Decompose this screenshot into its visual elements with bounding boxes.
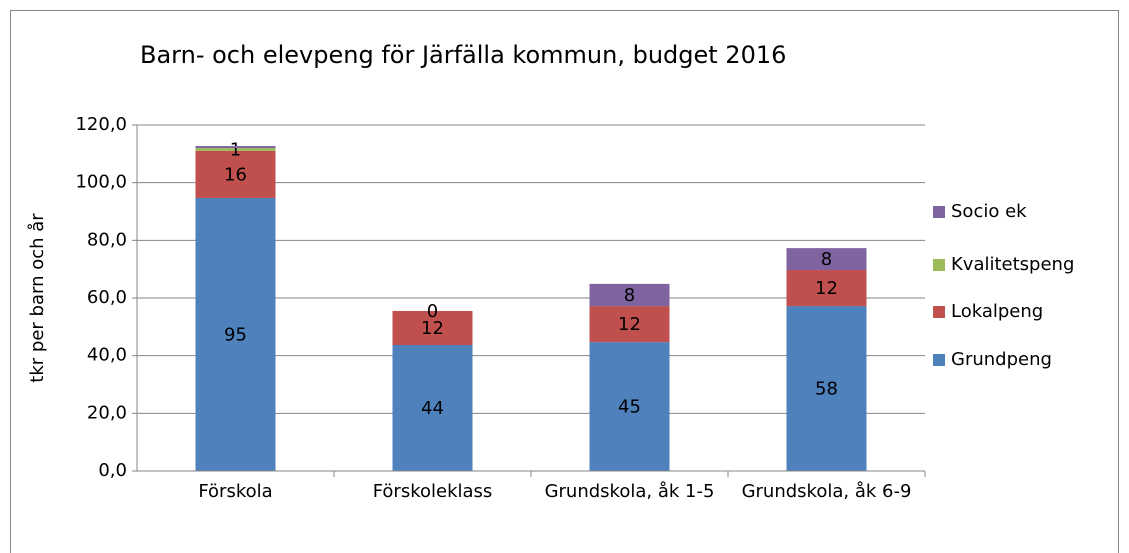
value-label: 45 xyxy=(618,397,641,418)
y-tick-label: 0,0 xyxy=(98,460,127,481)
value-label: 44 xyxy=(421,398,444,419)
value-label: 95 xyxy=(224,324,247,345)
x-tick-label: Förskola xyxy=(198,481,273,502)
bar-segment xyxy=(589,306,670,343)
value-label: 0 xyxy=(427,301,438,322)
legend-label: Lokalpeng xyxy=(951,301,1043,322)
legend-label: Grundpeng xyxy=(951,349,1052,370)
x-tick-label: Grundskola, åk 6-9 xyxy=(741,481,912,502)
value-label: 58 xyxy=(815,379,838,400)
bar-segment xyxy=(392,344,473,471)
value-label: 12 xyxy=(815,278,838,299)
bar-segment xyxy=(786,270,867,307)
legend-label: Socio ek xyxy=(951,201,1027,222)
bar-segment xyxy=(786,248,867,271)
y-tick-label: 120,0 xyxy=(75,114,127,135)
x-tick-label: Förskoleklass xyxy=(372,481,493,502)
legend-swatch xyxy=(933,259,945,271)
value-label: 12 xyxy=(421,318,444,339)
bar-segment xyxy=(195,148,276,151)
chart-title: Barn- och elevpeng för Järfälla kommun, … xyxy=(140,41,786,69)
value-label: 8 xyxy=(624,285,635,306)
bar-segment xyxy=(195,146,276,149)
y-axis-label: tkr per barn och år xyxy=(27,213,48,383)
x-tick-label: Grundskola, åk 1-5 xyxy=(544,481,715,502)
y-tick-label: 40,0 xyxy=(87,345,127,366)
legend-label: Kvalitetspeng xyxy=(951,254,1074,275)
legend-swatch xyxy=(933,306,945,318)
value-label: 12 xyxy=(618,314,641,335)
bar-segment xyxy=(589,283,670,307)
y-tick-label: 100,0 xyxy=(75,172,127,193)
legend-swatch xyxy=(933,206,945,218)
bar-segment xyxy=(589,342,670,471)
bar-segment xyxy=(392,310,473,345)
bar-segment xyxy=(786,306,867,471)
bar-segment xyxy=(195,150,276,198)
y-tick-label: 60,0 xyxy=(87,287,127,308)
value-label: 16 xyxy=(224,164,247,185)
value-label: 1 xyxy=(230,140,241,161)
bar-segment xyxy=(195,197,276,471)
legend-swatch xyxy=(933,354,945,366)
y-tick-label: 20,0 xyxy=(87,402,127,423)
y-tick-label: 80,0 xyxy=(87,229,127,250)
value-label: 8 xyxy=(821,249,832,270)
chart-border xyxy=(10,10,1119,553)
